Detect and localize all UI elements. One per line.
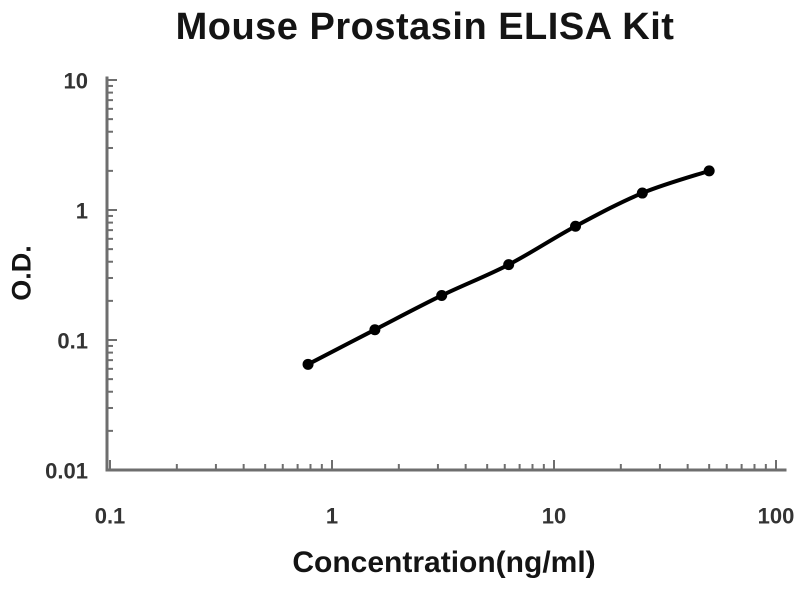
x-axis-title: Concentration(ng/ml): [292, 546, 596, 579]
data-point: [570, 220, 582, 232]
data-point: [436, 289, 448, 301]
x-tick-label: 0.1: [95, 504, 126, 529]
y-tick-label: 1: [76, 199, 88, 224]
data-point: [369, 324, 381, 336]
y-tick-label: 0.1: [57, 329, 88, 354]
data-point: [302, 358, 314, 370]
x-tick-label: 100: [758, 504, 795, 529]
y-tick-label: 0.01: [45, 459, 88, 484]
y-tick-label: 10: [64, 69, 88, 94]
data-point: [636, 187, 648, 199]
data-point: [503, 259, 515, 271]
x-tick-label: 10: [542, 504, 566, 529]
axes-frame: [105, 76, 787, 472]
chart-title: Mouse Prostasin ELISA Kit: [175, 6, 675, 48]
x-tick-label: 1: [326, 504, 338, 529]
data-point: [703, 165, 715, 177]
